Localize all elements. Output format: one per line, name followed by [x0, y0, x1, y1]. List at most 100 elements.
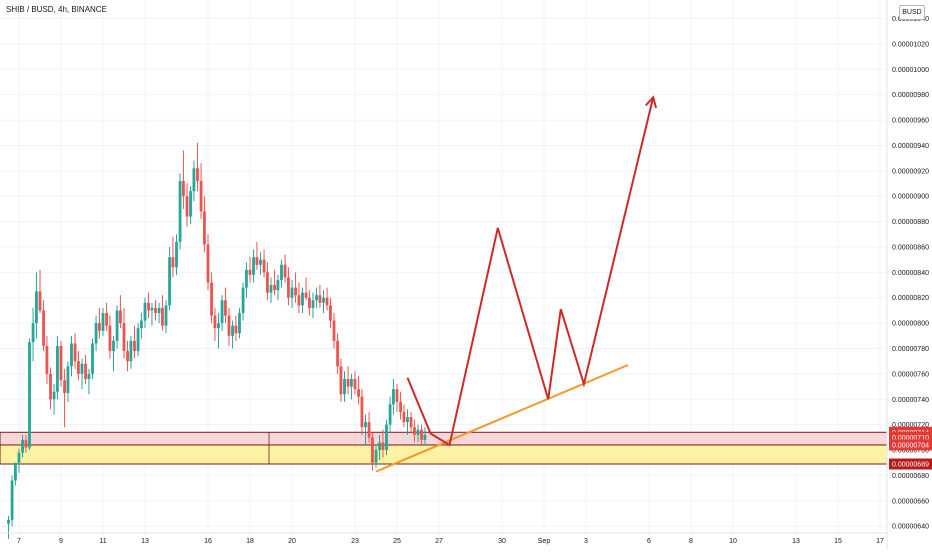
candle-body: [367, 422, 371, 438]
candle-body: [91, 343, 94, 374]
candle-body: [406, 417, 409, 423]
candle-body: [353, 378, 357, 390]
candle-body: [402, 411, 406, 423]
candle-body: [227, 315, 231, 336]
candle-body: [63, 380, 66, 393]
candle-body: [392, 389, 395, 405]
candle-body: [182, 180, 185, 197]
y-tick-label: 0.00000740: [892, 397, 929, 404]
candle-body: [10, 480, 14, 520]
candle-body: [336, 340, 339, 367]
x-tick-label: 13: [792, 538, 800, 545]
trendline-support: [375, 364, 629, 473]
candle-body: [364, 422, 367, 428]
candle-body: [7, 519, 10, 524]
candle-body: [297, 295, 301, 306]
candle-body: [238, 312, 241, 334]
x-tick-label: 18: [246, 538, 254, 545]
candle-body: [108, 325, 112, 352]
candle-body: [374, 450, 378, 463]
candle-body: [105, 312, 108, 326]
candle-body: [318, 295, 322, 303]
y-tick-label: 0.00000640: [892, 524, 929, 531]
price-zones: [0, 431, 888, 465]
candle-body: [14, 462, 17, 481]
candle-body: [49, 373, 52, 400]
candle-body: [59, 345, 63, 381]
candle-body: [56, 345, 59, 392]
candle-body: [73, 343, 77, 362]
candle-body: [203, 211, 206, 245]
candle-body: [343, 378, 346, 395]
y-tick-label: 0.00000820: [892, 295, 929, 302]
price-label: 0.00000710: [892, 435, 929, 442]
candle-body: [196, 168, 199, 181]
candle-body: [126, 351, 129, 362]
candle-body: [129, 340, 133, 362]
candle-body: [28, 342, 31, 448]
candle-body: [259, 259, 262, 265]
x-tick-label: 3: [584, 538, 588, 545]
candle-body: [294, 287, 297, 296]
candle-body: [217, 323, 220, 329]
candle-body: [80, 363, 84, 374]
candle-body: [119, 310, 122, 324]
y-tick-label: 0.00000880: [892, 219, 929, 226]
y-tick-label: 0.00000680: [892, 473, 929, 480]
candle-body: [311, 300, 315, 308]
symbol-title: SHIB / BUSD, 4h, BINANCE: [6, 5, 107, 14]
currency-badge[interactable]: BUSD: [899, 5, 925, 20]
candle-body: [199, 180, 203, 212]
candle-body: [413, 427, 416, 435]
x-tick-label: 10: [729, 538, 737, 545]
y-tick-label: 0.00000960: [892, 118, 929, 125]
candle-body: [147, 302, 150, 311]
x-tick-label: 25: [393, 538, 401, 545]
y-tick-label: 0.00000920: [892, 168, 929, 175]
candle-body: [276, 279, 280, 291]
candle-body: [87, 373, 91, 379]
candle-body: [308, 297, 311, 308]
candle-body: [420, 429, 423, 440]
candle-body: [112, 340, 115, 352]
candle-body: [94, 323, 98, 344]
arrow-head-icon: [645, 95, 658, 109]
support-zone: [0, 444, 888, 465]
candle-body: [304, 292, 308, 298]
candle-body: [35, 291, 38, 324]
x-tick-label: 16: [204, 538, 212, 545]
candle-body: [262, 259, 266, 273]
candle-body: [178, 180, 182, 242]
candle-body: [42, 310, 45, 346]
candle-body: [339, 366, 343, 395]
candle-body: [66, 366, 70, 393]
y-tick-label: 0.00000840: [892, 270, 929, 277]
candle-body: [388, 404, 392, 425]
drawings[interactable]: [375, 95, 658, 473]
y-tick-label: 0.00000720: [892, 422, 929, 429]
candle-body: [157, 307, 161, 313]
candle-body: [161, 307, 164, 326]
candle-body: [395, 389, 399, 402]
y-tick-label: 0.00000860: [892, 244, 929, 251]
x-tick-label: 27: [435, 538, 443, 545]
candle-body: [322, 297, 325, 303]
candle-body: [315, 295, 318, 301]
x-tick-label: 20: [288, 538, 296, 545]
candle-body: [77, 361, 80, 374]
candle-body: [280, 264, 283, 280]
candle-body: [290, 287, 294, 298]
candle-body: [154, 307, 157, 313]
candle-body: [357, 389, 360, 397]
candle-body: [143, 302, 147, 321]
x-tick-label: 13: [141, 538, 149, 545]
candle-body: [52, 391, 56, 400]
candle-body: [381, 442, 385, 451]
candle-body: [231, 325, 234, 336]
candle-body: [241, 287, 245, 313]
x-tick-label: 11: [99, 538, 106, 545]
candle-body: [185, 196, 189, 217]
candle-body: [329, 305, 332, 321]
